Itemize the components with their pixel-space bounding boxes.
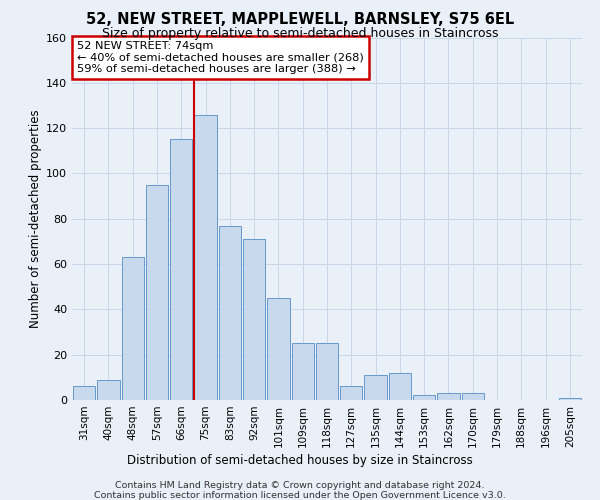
Text: Distribution of semi-detached houses by size in Staincross: Distribution of semi-detached houses by … bbox=[127, 454, 473, 467]
Bar bbox=[292, 344, 314, 400]
Bar bbox=[194, 114, 217, 400]
Bar bbox=[437, 393, 460, 400]
Text: Contains public sector information licensed under the Open Government Licence v3: Contains public sector information licen… bbox=[94, 491, 506, 500]
Bar bbox=[73, 386, 95, 400]
Bar bbox=[340, 386, 362, 400]
Text: Size of property relative to semi-detached houses in Staincross: Size of property relative to semi-detach… bbox=[102, 28, 498, 40]
Bar bbox=[218, 226, 241, 400]
Bar bbox=[243, 239, 265, 400]
Bar bbox=[413, 396, 436, 400]
Text: 52, NEW STREET, MAPPLEWELL, BARNSLEY, S75 6EL: 52, NEW STREET, MAPPLEWELL, BARNSLEY, S7… bbox=[86, 12, 514, 28]
Bar bbox=[389, 373, 411, 400]
Bar bbox=[461, 393, 484, 400]
Bar bbox=[559, 398, 581, 400]
Bar bbox=[122, 258, 144, 400]
Text: Contains HM Land Registry data © Crown copyright and database right 2024.: Contains HM Land Registry data © Crown c… bbox=[115, 481, 485, 490]
Bar bbox=[267, 298, 290, 400]
Bar bbox=[364, 375, 387, 400]
Bar bbox=[316, 344, 338, 400]
Bar bbox=[146, 185, 168, 400]
Text: 52 NEW STREET: 74sqm
← 40% of semi-detached houses are smaller (268)
59% of semi: 52 NEW STREET: 74sqm ← 40% of semi-detac… bbox=[77, 41, 364, 74]
Bar bbox=[170, 140, 193, 400]
Bar bbox=[97, 380, 119, 400]
Y-axis label: Number of semi-detached properties: Number of semi-detached properties bbox=[29, 110, 42, 328]
